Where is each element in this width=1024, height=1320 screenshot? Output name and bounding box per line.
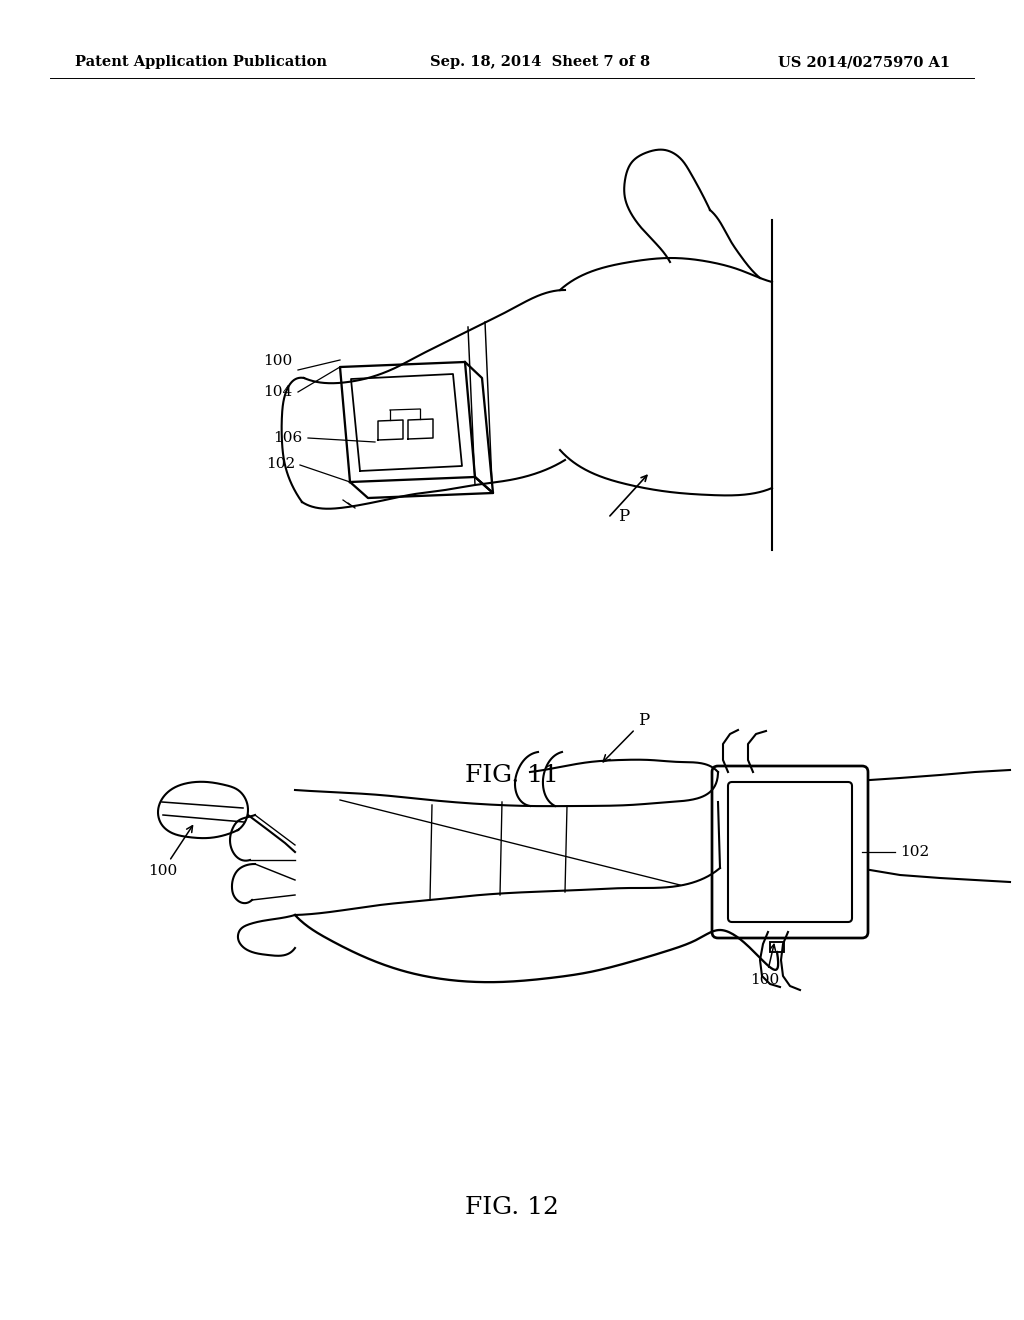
Text: FIG. 12: FIG. 12 (465, 1196, 559, 1220)
Text: 102: 102 (266, 457, 295, 471)
Text: P: P (603, 711, 649, 762)
Bar (770, 942, 784, 952)
Text: Patent Application Publication: Patent Application Publication (75, 55, 327, 69)
Text: 100: 100 (263, 354, 292, 368)
Text: Sep. 18, 2014  Sheet 7 of 8: Sep. 18, 2014 Sheet 7 of 8 (430, 55, 650, 69)
Text: P: P (618, 508, 630, 525)
Text: FIG. 11: FIG. 11 (465, 763, 559, 787)
Text: 100: 100 (148, 826, 193, 878)
Text: 100: 100 (751, 973, 779, 987)
Text: 106: 106 (272, 432, 302, 445)
Text: 102: 102 (900, 845, 929, 859)
Text: 104: 104 (263, 385, 292, 399)
Text: US 2014/0275970 A1: US 2014/0275970 A1 (778, 55, 950, 69)
